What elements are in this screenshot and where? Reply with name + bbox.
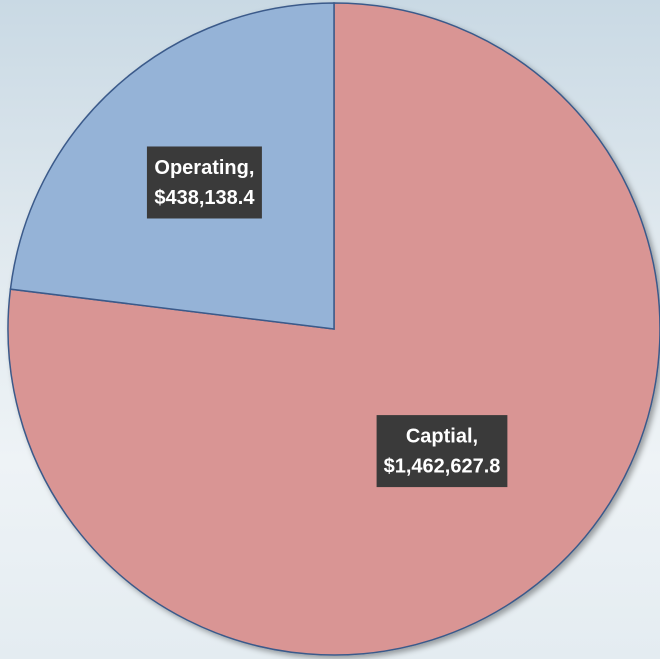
pie	[8, 3, 660, 655]
chart: Captial, $1,462,627.8 Operating, $438,138.4	[0, 0, 660, 659]
data-label: Operating, $438,138.4	[147, 146, 262, 218]
label-category: Operating,	[154, 157, 254, 179]
label-category: Captial,	[406, 425, 478, 447]
data-label: Captial, $1,462,627.8	[377, 415, 508, 487]
page: {"chart_data": {"type": "pie", "categori…	[0, 0, 660, 659]
label-value: $438,138.4	[154, 187, 255, 209]
label-value: $1,462,627.8	[384, 455, 501, 477]
